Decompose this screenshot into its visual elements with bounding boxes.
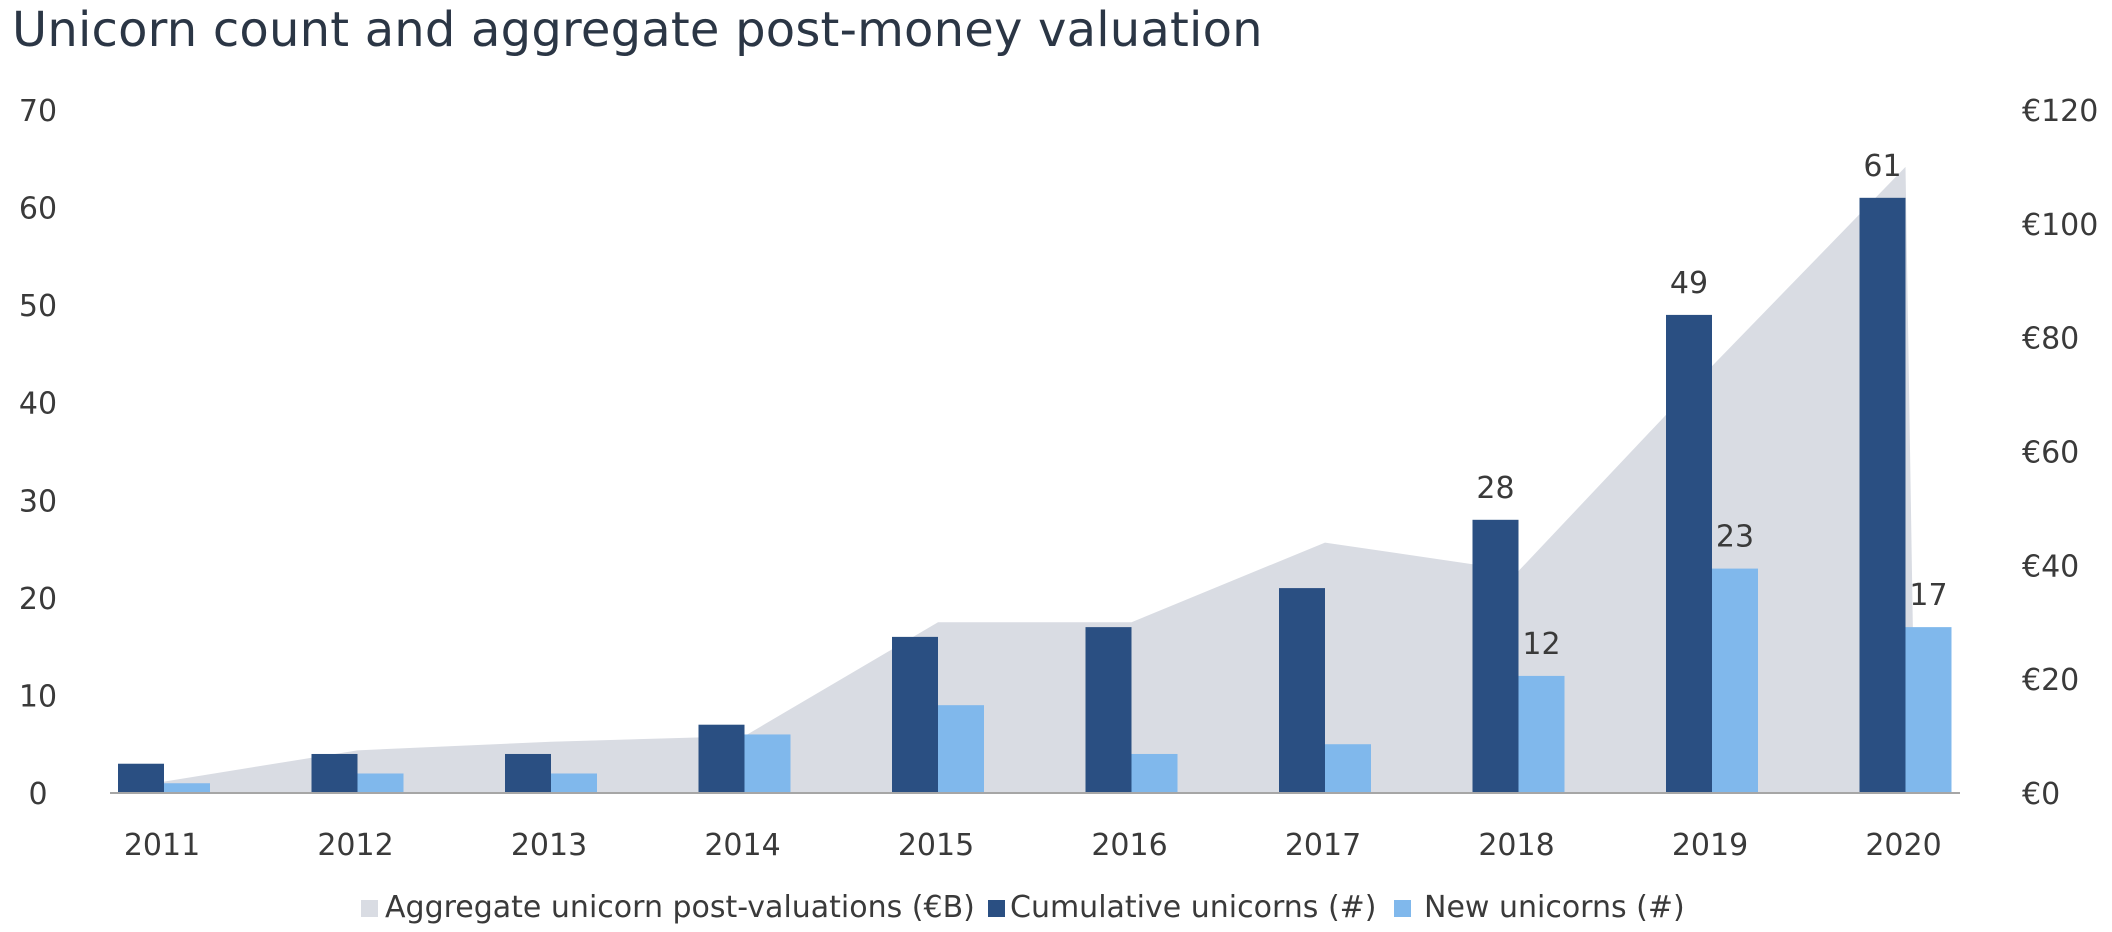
x-tick-label: 2017 (1285, 828, 1361, 863)
bar-cumulative-2013 (505, 753, 551, 793)
legend-label: Aggregate unicorn post-valuations (€B) (385, 890, 975, 925)
legend-swatch (988, 900, 1005, 917)
bar-cumulative-2020 (1859, 197, 1906, 794)
right-tick-label: €100 (2022, 208, 2098, 243)
left-tick-label: 0 (28, 777, 47, 812)
left-tick-label: 70 (19, 94, 57, 129)
bar-new-2017 (1325, 744, 1371, 793)
legend-label: Cumulative unicorns (#) (1010, 890, 1377, 925)
bar-new-2014 (744, 734, 791, 793)
left-tick-label: 20 (19, 582, 57, 617)
bar-cumulative-2018 (1472, 519, 1519, 793)
left-tick-label: 30 (19, 484, 57, 519)
legend-aggregate-valuation: Aggregate unicorn post-valuations (€B) (361, 890, 975, 925)
area-aggregate-valuation (124, 166, 1916, 793)
bar-cumulative-2015 (892, 636, 938, 793)
legend-swatch (361, 900, 378, 917)
bar-new-2020 (1905, 627, 1952, 793)
data-label-new-2020: 17 (1909, 578, 1947, 613)
bar-cumulative-2011 (118, 763, 164, 793)
left-tick-label: 40 (19, 387, 57, 422)
bar-cumulative-2016 (1085, 627, 1132, 793)
bar-new-2016 (1131, 753, 1178, 793)
bar-cumulative-2017 (1279, 588, 1325, 793)
bar-cumulative-2012 (311, 753, 358, 793)
legend-cumulative-unicorns: Cumulative unicorns (#) (988, 890, 1377, 925)
bar-new-2013 (551, 773, 597, 793)
x-tick-label: 2013 (511, 828, 587, 863)
left-axis-ticks: 0 10 20 30 40 50 60 70 (19, 94, 57, 812)
left-tick-label: 60 (19, 192, 57, 227)
right-axis-ticks: €0 €20 €40 €60 €80 €100 €120 (2022, 94, 2098, 812)
right-tick-label: €60 (2022, 436, 2079, 471)
x-tick-label: 2020 (1865, 828, 1941, 863)
x-axis-ticks: 2011 2012 2013 2014 2015 2016 2017 2018 2019 2020 (124, 828, 1942, 863)
legend-label: New unicorns (#) (1424, 890, 1685, 925)
legend-swatch (1394, 900, 1411, 917)
bar-new-2012 (357, 773, 404, 793)
bar-new-2019 (1712, 568, 1758, 793)
x-tick-label: 2011 (124, 828, 200, 863)
bar-cumulative-2019 (1666, 314, 1712, 793)
data-label-cumulative-2020: 61 (1863, 149, 1901, 184)
right-tick-label: €0 (2022, 777, 2060, 812)
right-tick-label: €20 (2022, 663, 2079, 698)
right-tick-label: €80 (2022, 322, 2079, 357)
x-tick-label: 2012 (317, 828, 393, 863)
left-tick-label: 10 (19, 679, 57, 714)
left-tick-label: 50 (19, 289, 57, 324)
bar-new-2018 (1518, 675, 1565, 793)
legend: Aggregate unicorn post-valuations (€B) Cu… (361, 890, 1685, 925)
data-label-cumulative-2018: 28 (1476, 471, 1514, 506)
data-label-cumulative-2019: 49 (1670, 266, 1708, 301)
x-tick-label: 2018 (1478, 828, 1554, 863)
bar-cumulative-2014 (698, 724, 745, 793)
data-label-new-2019: 23 (1716, 520, 1754, 555)
legend-new-unicorns: New unicorns (#) (1394, 890, 1685, 925)
x-tick-label: 2014 (704, 828, 780, 863)
label-layer: 28 49 61 12 23 17 (1476, 149, 1947, 662)
area-layer (124, 166, 1916, 793)
bar-new-2011 (164, 783, 210, 793)
chart-title: Unicorn count and aggregate post-money v… (12, 2, 1263, 58)
x-tick-label: 2019 (1672, 828, 1748, 863)
bar-layer (118, 197, 1952, 794)
data-label-new-2018: 12 (1522, 627, 1560, 662)
x-tick-label: 2016 (1091, 828, 1167, 863)
bar-new-2015 (938, 705, 984, 793)
right-tick-label: €40 (2022, 549, 2079, 584)
right-tick-label: €120 (2022, 94, 2098, 129)
x-tick-label: 2015 (898, 828, 974, 863)
